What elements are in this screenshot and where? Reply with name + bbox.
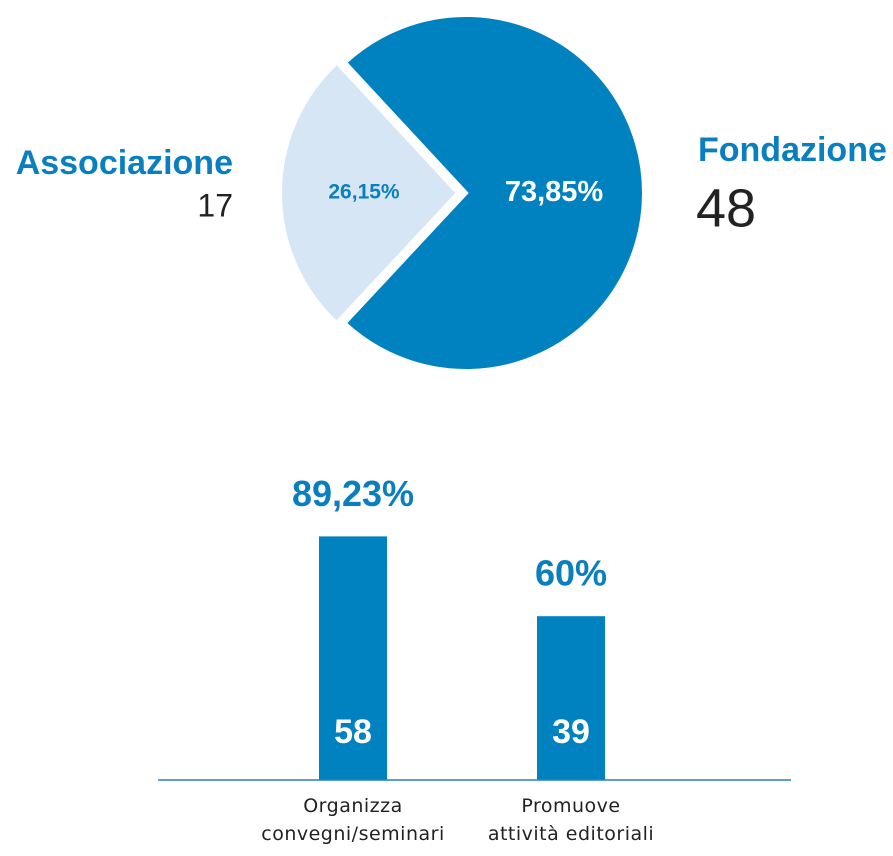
slice-label: 73,85% — [505, 176, 604, 208]
bar — [537, 616, 605, 780]
legend-count: 48 — [696, 178, 756, 238]
bar-count-label: 58 — [334, 713, 372, 751]
bar-value-label: 89,23% — [292, 473, 414, 514]
x-tick-label: Promuove attività editoriali — [487, 795, 655, 845]
bar-value-label: 60% — [535, 553, 607, 594]
pie-slice — [278, 59, 461, 326]
legend-count: 17 — [197, 187, 233, 223]
bar — [319, 536, 387, 780]
legend-label: Fondazione — [698, 131, 887, 169]
bar-count-label: 39 — [552, 713, 590, 751]
pie-slice — [341, 13, 646, 373]
slice-label: 26,15% — [328, 180, 400, 203]
legend-label: Associazione — [16, 144, 233, 182]
x-tick-label: Organizza convegni/seminari — [261, 795, 445, 845]
